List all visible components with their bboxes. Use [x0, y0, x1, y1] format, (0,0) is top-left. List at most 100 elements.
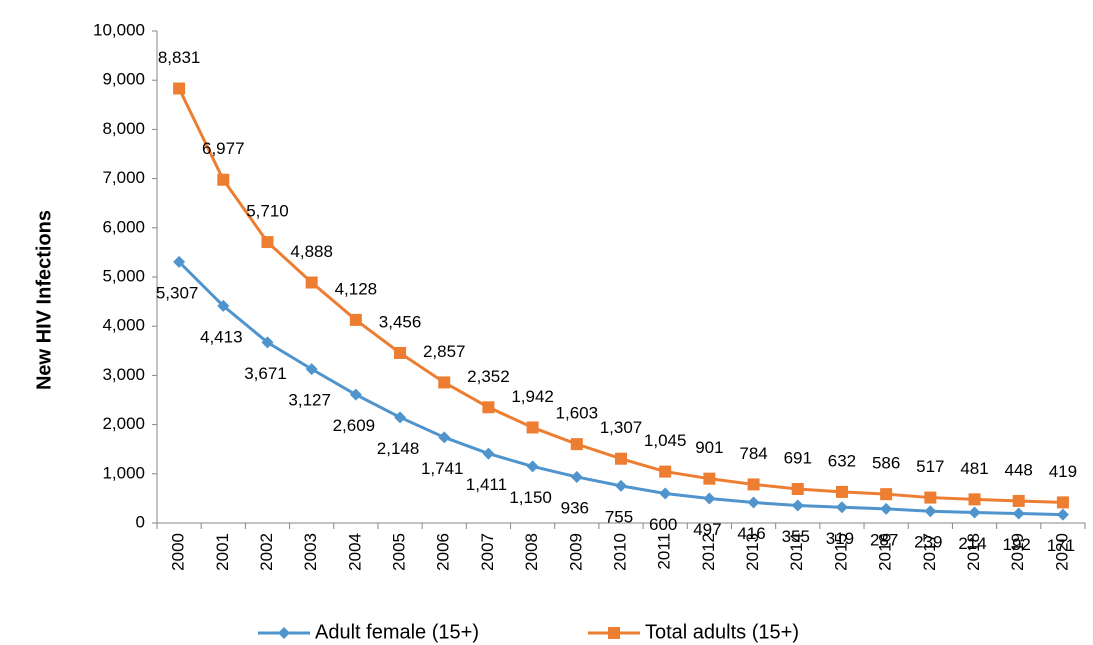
marker	[615, 452, 627, 465]
marker	[608, 627, 620, 639]
marker	[968, 506, 981, 519]
data-label: 6,977	[202, 139, 245, 158]
marker	[305, 276, 318, 289]
x-tick-label: 2012	[699, 533, 718, 571]
data-label: 3,671	[244, 364, 287, 383]
y-tick-label: 7,000	[102, 168, 145, 187]
marker	[880, 502, 893, 515]
data-label: 691	[784, 448, 812, 467]
y-tick-label: 8,000	[102, 119, 145, 138]
y-tick-label: 10,000	[93, 20, 145, 39]
marker	[615, 479, 627, 492]
data-label: 3,127	[288, 391, 331, 410]
y-tick-label: 6,000	[102, 217, 145, 236]
marker	[747, 478, 760, 491]
marker	[482, 447, 495, 460]
marker	[835, 485, 848, 498]
marker	[880, 488, 893, 501]
marker	[570, 438, 583, 451]
marker	[747, 496, 760, 509]
data-label: 5,307	[156, 283, 199, 302]
data-label: 4,128	[335, 279, 378, 298]
x-tick-label: 2013	[743, 533, 762, 571]
data-label: 2,148	[377, 439, 420, 458]
marker	[261, 236, 274, 249]
data-label: 600	[649, 515, 677, 534]
marker	[173, 255, 186, 268]
marker	[349, 388, 362, 401]
marker	[659, 465, 672, 478]
data-label: 2,609	[333, 416, 376, 435]
x-tick-label: 2000	[169, 533, 188, 571]
data-label: 1,741	[421, 459, 464, 478]
marker	[394, 346, 407, 359]
data-label: 2,857	[423, 342, 466, 361]
series-line	[178, 260, 1063, 517]
marker	[173, 82, 186, 95]
data-label: 497	[693, 520, 721, 539]
data-label: 319	[826, 529, 854, 548]
data-label: 5,710	[246, 202, 289, 221]
marker	[791, 483, 804, 496]
marker	[278, 627, 290, 639]
legend-label: Adult female (15+)	[315, 621, 479, 643]
marker	[349, 313, 362, 326]
data-label: 784	[739, 444, 767, 463]
data-label: 517	[916, 457, 944, 476]
x-tick-label: 2008	[522, 533, 541, 571]
y-tick-label: 9,000	[102, 70, 145, 89]
marker	[703, 492, 716, 505]
x-tick-label: 2005	[390, 533, 409, 571]
y-tick-label: 3,000	[102, 365, 145, 384]
x-tick-label: 2004	[345, 533, 364, 571]
data-label: 192	[1003, 535, 1031, 554]
marker	[968, 493, 981, 506]
data-label: 416	[737, 524, 765, 543]
y-tick-label: 1,000	[102, 463, 145, 482]
x-tick-label: 2009	[566, 533, 585, 571]
marker	[217, 299, 230, 312]
data-label: 448	[1005, 460, 1033, 479]
y-tick-label: 0	[136, 512, 145, 531]
legend-label: Total adults (15+)	[645, 621, 799, 643]
data-label: 586	[872, 454, 900, 473]
x-tick-label: 2015	[831, 533, 850, 571]
x-tick-label: 2010	[610, 533, 629, 571]
marker	[526, 460, 539, 473]
x-tick-label: 2018	[964, 533, 983, 571]
marker	[791, 499, 804, 512]
x-tick-label: 2002	[257, 533, 276, 571]
series-line	[177, 87, 1063, 504]
y-tick-label: 4,000	[102, 316, 145, 335]
marker	[305, 363, 318, 376]
x-tick-label: 2007	[478, 533, 497, 571]
marker	[924, 491, 937, 504]
data-label: 239	[914, 533, 942, 552]
marker	[659, 487, 672, 500]
x-tick-label: 2003	[301, 533, 320, 571]
marker	[924, 505, 937, 518]
data-label: 8,831	[158, 48, 201, 67]
x-tick-label: 2016	[876, 533, 895, 571]
data-label: 1,411	[466, 475, 507, 494]
x-tick-label: 2001	[213, 533, 232, 571]
x-tick-label: 2006	[434, 533, 453, 571]
x-tick-label: 2014	[787, 533, 806, 571]
marker	[394, 411, 407, 424]
data-label: 936	[561, 498, 589, 517]
x-tick-label: 2011	[655, 533, 674, 570]
data-label: 3,456	[379, 312, 422, 331]
marker	[1012, 494, 1025, 507]
data-label: 1,307	[600, 418, 643, 437]
data-label: 1,150	[509, 488, 552, 507]
y-axis-title: New HIV Infections	[33, 210, 55, 390]
marker	[1012, 507, 1025, 520]
data-label: 355	[782, 527, 810, 546]
marker	[438, 431, 451, 444]
data-label: 1,045	[644, 431, 687, 450]
x-tick-label: 2019	[1008, 533, 1027, 571]
data-label: 214	[958, 534, 986, 553]
data-label: 4,888	[290, 242, 333, 261]
data-label: 287	[870, 530, 898, 549]
